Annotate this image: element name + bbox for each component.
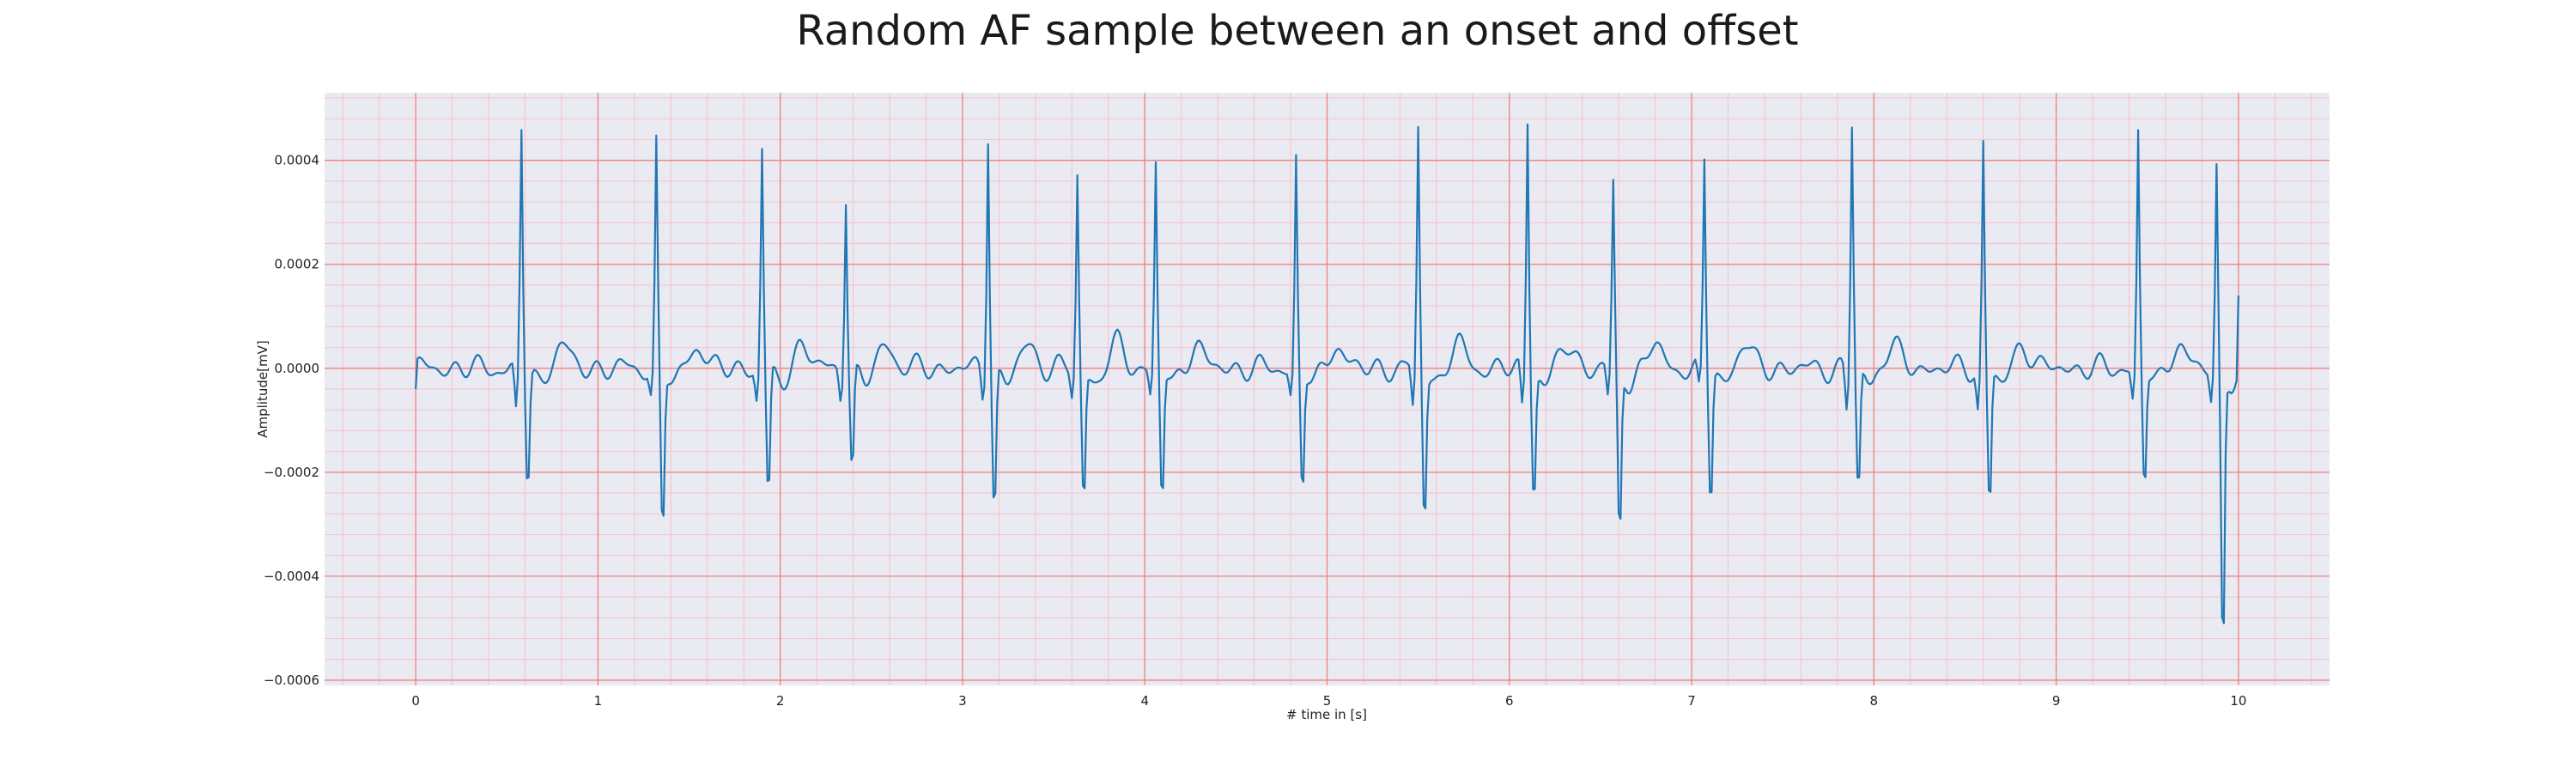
y-axis-ticks: 0.0004 0.0002 0.0000 −0.0002 −0.0004 −0.0006 xyxy=(264,153,319,688)
x-tick-label: 4 xyxy=(1140,693,1149,709)
y-tick-label: −0.0006 xyxy=(264,673,319,688)
x-tick-label: 1 xyxy=(594,693,603,709)
x-tick-label: 10 xyxy=(2230,693,2246,709)
x-tick-label: 8 xyxy=(1870,693,1879,709)
x-tick-label: 2 xyxy=(776,693,785,709)
y-axis-label: Amplitude[mV] xyxy=(255,340,270,437)
y-tick-label: 0.0004 xyxy=(275,153,320,168)
y-tick-label: 0.0000 xyxy=(275,361,320,376)
x-tick-label: 7 xyxy=(1687,693,1696,709)
x-axis-ticks: 0 1 2 3 4 5 6 7 8 9 10 xyxy=(411,693,2246,709)
x-tick-label: 9 xyxy=(2052,693,2061,709)
chart-title: Random AF sample between an onset and of… xyxy=(796,7,1798,55)
y-tick-label: −0.0004 xyxy=(264,569,319,584)
ecg-signal-line xyxy=(415,123,2239,624)
x-tick-label: 5 xyxy=(1323,693,1332,709)
x-tick-label: 6 xyxy=(1505,693,1514,709)
x-tick-label: 0 xyxy=(411,693,420,709)
x-axis-label: # time in [s] xyxy=(1286,707,1367,722)
y-tick-label: −0.0002 xyxy=(264,465,319,480)
x-tick-label: 3 xyxy=(958,693,967,709)
y-tick-label: 0.0002 xyxy=(275,257,320,272)
